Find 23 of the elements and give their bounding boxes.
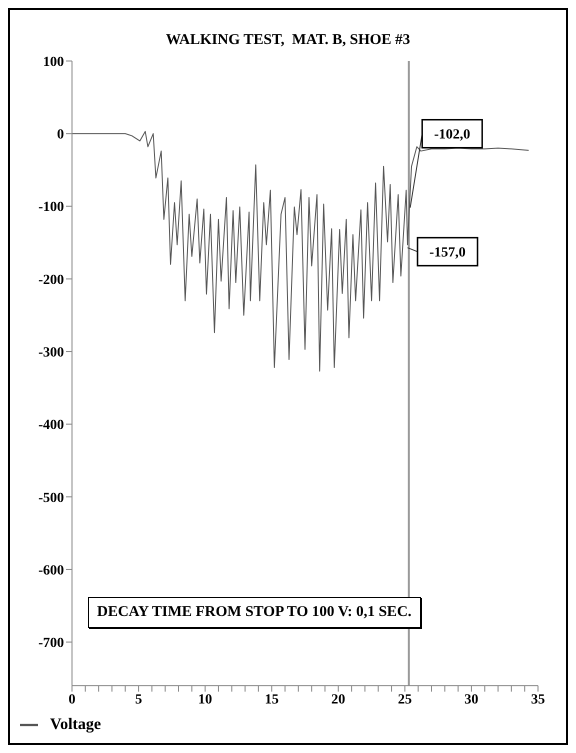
annotation: -102,0 bbox=[434, 128, 470, 143]
x-tick-label: 15 bbox=[264, 692, 279, 708]
x-tick-label: 20 bbox=[331, 692, 346, 708]
chart-title: WALKING TEST, MAT. B, SHOE #3 bbox=[164, 32, 412, 49]
annotation: DECAY TIME FROM STOP TO 100 V: 0,1 SEC. bbox=[88, 597, 421, 628]
y-tick-label: -600 bbox=[38, 563, 64, 578]
legend-label: Voltage bbox=[50, 716, 101, 733]
y-tick-label: -500 bbox=[38, 490, 64, 506]
x-tick-label: 35 bbox=[531, 692, 545, 708]
x-tick-label: 0 bbox=[68, 692, 76, 708]
x-tick-label: 5 bbox=[135, 692, 142, 708]
y-tick-label: 100 bbox=[43, 54, 64, 70]
y-tick-label: -200 bbox=[38, 272, 64, 288]
x-tick-label: 25 bbox=[398, 692, 412, 708]
y-tick-label: -700 bbox=[38, 636, 64, 652]
y-tick-label: -300 bbox=[38, 346, 64, 361]
annotation: -157,0 bbox=[429, 246, 466, 261]
x-tick-label: 30 bbox=[464, 692, 478, 708]
y-tick-label: -100 bbox=[38, 200, 64, 216]
y-tick-label: 0 bbox=[57, 128, 64, 143]
x-tick-label: 10 bbox=[198, 692, 212, 708]
line-series bbox=[72, 130, 530, 372]
y-tick-label: -400 bbox=[38, 418, 64, 434]
